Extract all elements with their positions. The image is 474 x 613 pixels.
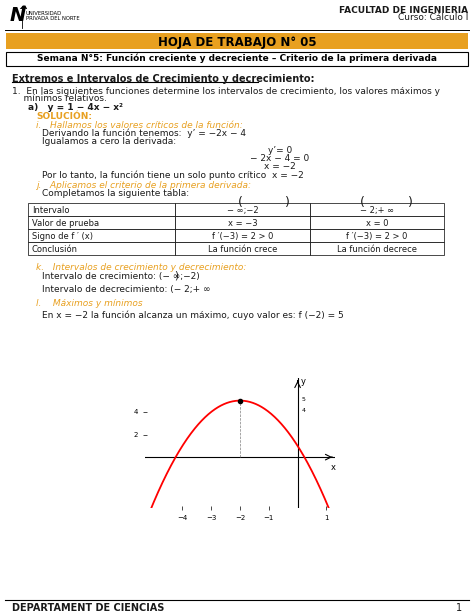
- Text: − 2x − 4 = 0: − 2x − 4 = 0: [250, 154, 310, 163]
- Text: Conclusión: Conclusión: [32, 245, 78, 254]
- Text: Valor de prueba: Valor de prueba: [32, 219, 99, 228]
- Text: x = 0: x = 0: [366, 219, 388, 228]
- Text: i.   Hallamos los valores críticos de la función:: i. Hallamos los valores críticos de la f…: [36, 121, 243, 130]
- Text: y: y: [301, 377, 306, 386]
- Bar: [28, 229, 175, 242]
- Text: Extremos e Intervalos de Crecimiento y decrecimiento:: Extremos e Intervalos de Crecimiento y d…: [12, 74, 315, 84]
- Text: 4: 4: [302, 408, 306, 413]
- Text: ): ): [174, 271, 178, 281]
- Bar: [175, 229, 310, 242]
- Text: 5: 5: [302, 397, 306, 402]
- Text: Derivando la función tenemos:  y’ = −2x − 4: Derivando la función tenemos: y’ = −2x −…: [42, 129, 246, 139]
- Text: SOLUCIÓN:: SOLUCIÓN:: [36, 112, 92, 121]
- Text: 1: 1: [456, 603, 462, 613]
- Bar: [28, 242, 175, 255]
- Text: N̂: N̂: [10, 6, 27, 25]
- Text: DEPARTAMENT DE CIENCIAS: DEPARTAMENT DE CIENCIAS: [12, 603, 164, 613]
- Text: Intervalo de crecimiento: (− ∞;−2): Intervalo de crecimiento: (− ∞;−2): [42, 272, 200, 281]
- Bar: [28, 216, 175, 229]
- Bar: [310, 216, 444, 229]
- Text: − ∞;−2: − ∞;−2: [227, 206, 258, 215]
- Text: PRIVADA DEL NORTE: PRIVADA DEL NORTE: [26, 16, 80, 21]
- Text: Por lo tanto, la función tiene un solo punto crítico  x = −2: Por lo tanto, la función tiene un solo p…: [42, 171, 304, 180]
- Text: x: x: [331, 463, 336, 472]
- Text: HOJA DE TRABAJO N° 05: HOJA DE TRABAJO N° 05: [158, 36, 316, 49]
- Text: x = −3: x = −3: [228, 219, 257, 228]
- Text: x = −2: x = −2: [264, 162, 296, 171]
- Text: a)   y = 1 − 4x − x²: a) y = 1 − 4x − x²: [28, 103, 123, 112]
- Text: FACULTAD DE INGENIERIA: FACULTAD DE INGENIERIA: [339, 6, 468, 15]
- Text: Intervalo: Intervalo: [32, 206, 70, 215]
- Text: La función decrece: La función decrece: [337, 245, 417, 254]
- Text: (: (: [360, 196, 365, 209]
- Text: Semana N°5: Función creciente y decreciente – Criterio de la primera derivada: Semana N°5: Función creciente y decrecie…: [37, 53, 437, 63]
- Text: Signo de f ′ (x): Signo de f ′ (x): [32, 232, 93, 241]
- Text: Curso: Cálculo I: Curso: Cálculo I: [398, 13, 468, 22]
- Bar: [310, 242, 444, 255]
- Text: mínimos relativos.: mínimos relativos.: [12, 94, 107, 103]
- Text: ): ): [285, 196, 290, 209]
- Text: En x = −2 la función alcanza un máximo, cuyo valor es: f (−2) = 5: En x = −2 la función alcanza un máximo, …: [42, 311, 344, 321]
- Bar: [310, 203, 444, 216]
- Bar: [175, 216, 310, 229]
- Text: y’= 0: y’= 0: [268, 146, 292, 155]
- Bar: [6, 4, 76, 30]
- Text: UNIVERSIDAD: UNIVERSIDAD: [26, 11, 62, 16]
- Bar: [310, 229, 444, 242]
- Bar: [6, 33, 468, 49]
- Text: Intervalo de decrecimiento: (− 2;+ ∞: Intervalo de decrecimiento: (− 2;+ ∞: [42, 285, 210, 294]
- Text: Completamos la siguiente tabla:: Completamos la siguiente tabla:: [42, 189, 189, 198]
- Text: (: (: [238, 196, 243, 209]
- Bar: [6, 52, 468, 66]
- Text: f ′(−3) = 2 > 0: f ′(−3) = 2 > 0: [212, 232, 273, 241]
- Text: j.   Aplicamos el criterio de la primera derivada:: j. Aplicamos el criterio de la primera d…: [36, 181, 251, 190]
- Text: ): ): [408, 196, 413, 209]
- Text: − 2;+ ∞: − 2;+ ∞: [360, 206, 394, 215]
- Text: l.    Máximos y mínimos: l. Máximos y mínimos: [36, 299, 143, 308]
- Text: La función crece: La función crece: [208, 245, 277, 254]
- Bar: [28, 203, 175, 216]
- Text: f ′(−3) = 2 > 0: f ′(−3) = 2 > 0: [346, 232, 408, 241]
- Text: Igualamos a cero la derivada:: Igualamos a cero la derivada:: [42, 137, 176, 146]
- Text: 1.  En las siguientes funciones determine los intervalos de crecimiento, los val: 1. En las siguientes funciones determine…: [12, 87, 440, 96]
- Bar: [175, 242, 310, 255]
- Bar: [175, 203, 310, 216]
- Text: k.   Intervalos de crecimiento y decrecimiento:: k. Intervalos de crecimiento y decrecimi…: [36, 263, 246, 272]
